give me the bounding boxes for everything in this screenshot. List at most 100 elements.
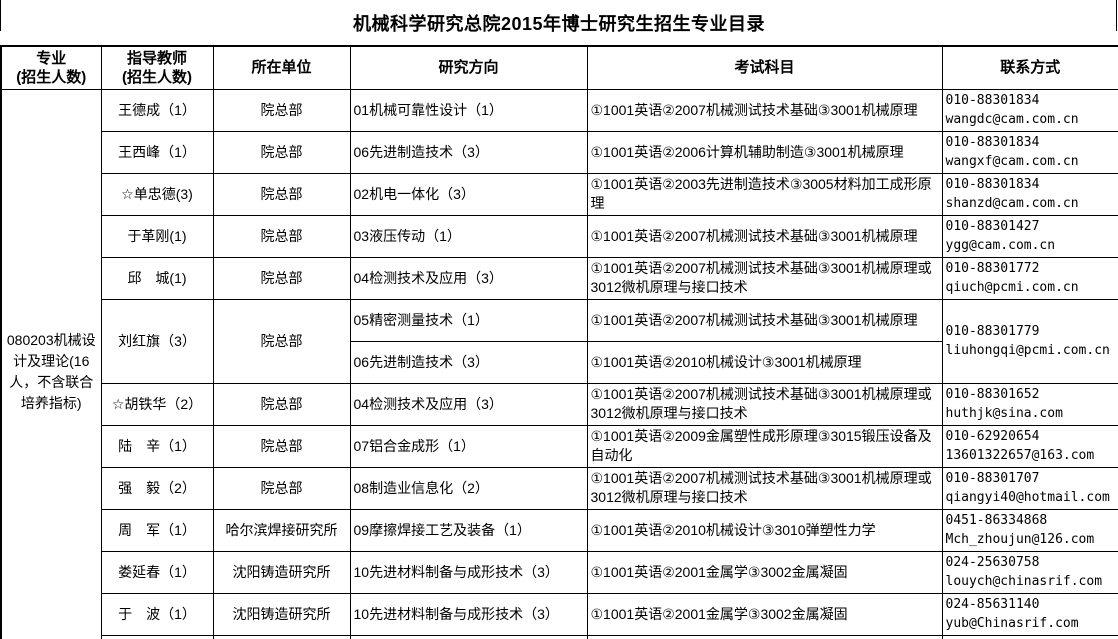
exam-cell: ①1001英语②2001金属学③3002金属凝固 xyxy=(586,550,943,594)
table-row: 王西峰（1） 院总部 06先进制造技术（3） ①1001英语②2006计算机辅助… xyxy=(1,130,1118,174)
teacher-cell xyxy=(100,634,214,639)
contact-cell: 010-88301779 liuhongqi@pcmi.com.cn xyxy=(941,298,1118,384)
contact-email: Mch_zhoujun@126.com xyxy=(945,532,1095,547)
exam-cell xyxy=(586,634,943,639)
exam-cell: ①1001英语②2003先进制造技术③3005材料加工成形原理 xyxy=(586,172,943,216)
contact-phone: 010-88301779 xyxy=(945,324,1040,339)
direction-cell: 06先进制造技术（3） xyxy=(349,130,588,174)
table-row: 陆 辛（1） 院总部 07铝合金成形（1） ①1001英语②2009金属塑性成形… xyxy=(1,424,1118,468)
exam-cell: ①1001英语②2010机械设计③3001机械原理 xyxy=(586,340,943,384)
teacher-cell: 强 毅（2） xyxy=(100,466,214,510)
teacher-cell: 于 波（1） xyxy=(100,592,214,636)
teacher-cell: 刘红旗（3） xyxy=(100,298,214,384)
unit-cell: 院总部 xyxy=(212,256,351,300)
col-header-teacher: 指导教师 (招生人数) xyxy=(100,45,214,90)
unit-cell: 沈阳铸造研究所 xyxy=(212,550,351,594)
exam-cell: ①1001英语②2007机械测试技术基础③3001机械原理或3012微机原理与接… xyxy=(586,256,943,300)
unit-cell: 院总部 xyxy=(212,424,351,468)
teacher-cell: 娄延春（1） xyxy=(100,550,214,594)
table-row: 于革刚(1) 院总部 03液压传动（1） ①1001英语②2007机械测试技术基… xyxy=(1,214,1118,258)
contact-cell: 010-88301652 huthjk@sina.com xyxy=(941,382,1118,426)
direction-cell: 10先进材料制备与成形技术（3） xyxy=(349,592,588,636)
teacher-cell: ☆单忠德(3) xyxy=(100,172,214,216)
unit-cell: 院总部 xyxy=(212,214,351,258)
header-row: 专业 (招生人数) 指导教师 (招生人数) 所在单位 研究方向 考试科目 联系方… xyxy=(0,45,1118,90)
direction-cell: 07铝合金成形（1） xyxy=(349,424,588,468)
contact-email: wangxf@cam.com.cn xyxy=(945,154,1079,169)
teacher-cell: ☆胡铁华（2） xyxy=(100,382,214,426)
teacher-cell: 王西峰（1） xyxy=(100,130,214,174)
contact-cell: 010-62920654 13601322657@163.com xyxy=(941,424,1118,468)
contact-email: qiuch@pcmi.com.cn xyxy=(945,280,1079,295)
exam-cell: ①1001英语②2007机械测试技术基础③3001机械原理或3012微机原理与接… xyxy=(586,382,943,426)
exam-cell: ①1001英语②2009金属塑性成形原理③3015锻压设备及自动化 xyxy=(586,424,943,468)
unit-cell: 院总部 xyxy=(212,88,351,132)
col-header-major: 专业 (招生人数) xyxy=(0,45,102,90)
exam-cell: ①1001英语②2010机械设计③3010弹塑性力学 xyxy=(586,508,943,552)
contact-phone: 010-62920654 xyxy=(945,429,1040,444)
page-title: 机械科学研究总院2015年博士研究生招生专业目录 xyxy=(352,13,766,34)
col-header-direction: 研究方向 xyxy=(349,45,588,90)
contact-email: wangdc@cam.com.cn xyxy=(945,112,1079,127)
teacher-cell: 周 军（1） xyxy=(100,508,214,552)
direction-cell: 06先进制造技术（3） xyxy=(349,340,588,384)
contact-phone: 010-88301834 xyxy=(945,177,1040,192)
direction-cell: 04检测技术及应用（3） xyxy=(349,256,588,300)
table-row: 强 毅（2） 院总部 08制造业信息化（2） ①1001英语②2007机械测试技… xyxy=(1,466,1118,510)
table-edge-fragment-right xyxy=(1116,0,1117,31)
contact-phone: 0451-86334868 xyxy=(945,513,1048,528)
direction-cell: 01机械可靠性设计（1） xyxy=(349,88,588,132)
table-row-cutoff xyxy=(1,634,1118,639)
contact-email: 13601322657@163.com xyxy=(945,448,1095,463)
contact-cell: 010-88301707 qiangyi40@hotmail.com xyxy=(941,466,1118,510)
teacher-cell: 于革刚(1) xyxy=(100,214,214,258)
unit-cell: 院总部 xyxy=(212,298,351,384)
exam-cell: ①1001英语②2007机械测试技术基础③3001机械原理 xyxy=(586,214,943,258)
table-row: 邱 城(1) 院总部 04检测技术及应用（3） ①1001英语②2007机械测试… xyxy=(1,256,1118,300)
contact-phone: 010-88301707 xyxy=(945,471,1040,486)
contact-phone: 010-88301772 xyxy=(945,261,1040,276)
direction-cell: 09摩擦焊接工艺及装备（1） xyxy=(349,508,588,552)
contact-email: yub@Chinasrif.com xyxy=(945,616,1079,631)
exam-cell: ①1001英语②2007机械测试技术基础③3001机械原理或3012微机原理与接… xyxy=(586,466,943,510)
table-row: 娄延春（1） 沈阳铸造研究所 10先进材料制备与成形技术（3） ①1001英语②… xyxy=(1,550,1118,594)
contact-cell: 010-88301834 shanzd@cam.com.cn xyxy=(941,172,1118,216)
direction-cell: 04检测技术及应用（3） xyxy=(349,382,588,426)
contact-phone: 010-88301834 xyxy=(945,93,1040,108)
table-row: 于 波（1） 沈阳铸造研究所 10先进材料制备与成形技术（3） ①1001英语②… xyxy=(1,592,1118,636)
col-header-unit: 所在单位 xyxy=(212,45,351,90)
contact-email: shanzd@cam.com.cn xyxy=(945,196,1079,211)
table-row: 06先进制造技术（3） ①1001英语②2010机械设计③3001机械原理 xyxy=(1,340,1118,384)
unit-cell: 院总部 xyxy=(212,130,351,174)
contact-email: liuhongqi@pcmi.com.cn xyxy=(945,343,1110,358)
direction-cell: 02机电一体化（3） xyxy=(349,172,588,216)
contact-phone: 010-88301427 xyxy=(945,219,1040,234)
contact-cell: 010-88301427 ygg@cam.com.cn xyxy=(941,214,1118,258)
unit-cell: 院总部 xyxy=(212,382,351,426)
contact-email: ygg@cam.com.cn xyxy=(945,238,1056,253)
contact-phone: 010-88301834 xyxy=(945,135,1040,150)
exam-cell: ①1001英语②2006计算机辅助制造③3001机械原理 xyxy=(586,130,943,174)
contact-phone: 024-25630758 xyxy=(945,555,1040,570)
table-edge-fragment-left xyxy=(0,0,1,31)
admission-table: 专业 (招生人数) 指导教师 (招生人数) 所在单位 研究方向 考试科目 联系方… xyxy=(0,45,1118,639)
table-row: ☆单忠德(3) 院总部 02机电一体化（3） ①1001英语②2003先进制造技… xyxy=(1,172,1118,216)
contact-cell: 024-85631140 yub@Chinasrif.com xyxy=(941,592,1118,636)
exam-cell: ①1001英语②2001金属学③3002金属凝固 xyxy=(586,592,943,636)
contact-phone: 024-85631140 xyxy=(945,597,1040,612)
contact-cell: 024-25630758 louych@chinasrif.com xyxy=(941,550,1118,594)
col-header-contact: 联系方式 xyxy=(941,45,1118,90)
contact-cell: 010-88301834 wangdc@cam.com.cn xyxy=(941,88,1118,132)
unit-cell: 哈尔滨焊接研究所 xyxy=(212,508,351,552)
direction-cell: 03液压传动（1） xyxy=(349,214,588,258)
contact-cell xyxy=(941,634,1118,639)
unit-cell: 院总部 xyxy=(212,172,351,216)
teacher-cell: 邱 城(1) xyxy=(100,256,214,300)
table-row: ☆胡铁华（2） 院总部 04检测技术及应用（3） ①1001英语②2007机械测… xyxy=(1,382,1118,426)
table-row: 刘红旗（3） 院总部 05精密测量技术（1） ①1001英语②2007机械测试技… xyxy=(1,298,1118,384)
exam-cell: ①1001英语②2007机械测试技术基础③3001机械原理 xyxy=(586,298,943,342)
direction-cell: 10先进材料制备与成形技术（3） xyxy=(349,550,588,594)
contact-cell: 010-88301772 qiuch@pcmi.com.cn xyxy=(941,256,1118,300)
direction-cell xyxy=(349,634,588,639)
